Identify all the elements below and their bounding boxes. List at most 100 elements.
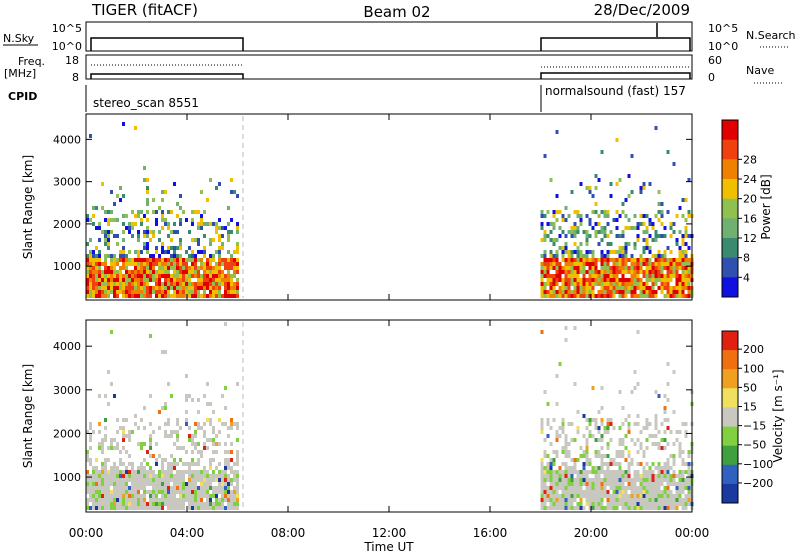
scatter-cell <box>672 286 676 290</box>
scatter-cell <box>570 486 574 490</box>
scatter-cell <box>104 238 107 242</box>
scatter-cell <box>678 286 682 290</box>
scatter-cell <box>642 250 646 254</box>
scatter-cell <box>681 274 685 278</box>
scatter-cell <box>603 290 607 294</box>
scatter-cell <box>104 210 107 214</box>
scatter-cell <box>657 210 661 214</box>
scatter-cell <box>170 286 173 290</box>
scatter-cell <box>603 294 607 298</box>
scatter-cell <box>657 250 661 254</box>
scatter-cell <box>585 242 589 246</box>
scatter-cell <box>645 226 649 230</box>
scatter-cell <box>642 246 646 250</box>
scatter-cell <box>86 274 89 278</box>
scatter-cell <box>143 490 146 494</box>
scatter-cell <box>110 446 113 450</box>
scatter-cell <box>660 258 664 262</box>
scatter-cell <box>98 494 101 498</box>
scatter-cell <box>648 270 652 274</box>
scatter-cell <box>134 498 137 502</box>
scatter-cell <box>182 494 185 498</box>
scatter-cell <box>546 274 550 278</box>
scatter-cell <box>636 382 640 386</box>
scatter-cell <box>116 294 119 298</box>
scatter-cell <box>125 214 128 218</box>
scatter-cell <box>576 262 580 266</box>
scatter-cell <box>98 470 101 474</box>
scatter-cell <box>122 286 125 290</box>
scatter-cell <box>152 290 155 294</box>
scatter-cell <box>149 262 152 266</box>
scatter-cell <box>107 294 110 298</box>
scatter-cell <box>606 290 610 294</box>
scatter-cell <box>191 490 194 494</box>
scatter-cell <box>140 442 143 446</box>
scatter-cell <box>89 506 92 510</box>
scatter-cell <box>594 266 598 270</box>
scatter-cell <box>549 462 553 466</box>
scatter-cell <box>125 482 128 486</box>
scatter-cell <box>194 446 197 450</box>
scatter-cell <box>546 486 550 490</box>
scatter-cell <box>654 478 658 482</box>
scatter-cell <box>612 426 616 430</box>
scatter-cell <box>155 474 158 478</box>
scatter-cell <box>570 230 574 234</box>
scatter-cell <box>95 474 98 478</box>
scatter-cell <box>543 266 547 270</box>
scatter-cell <box>128 274 131 278</box>
scatter-cell <box>630 502 634 506</box>
scatter-cell <box>167 282 170 286</box>
scatter-cell <box>236 498 239 502</box>
scatter-cell <box>230 178 233 182</box>
scatter-cell <box>161 482 164 486</box>
scatter-cell <box>687 466 691 470</box>
scatter-cell <box>152 486 155 490</box>
scatter-cell <box>203 270 206 274</box>
scatter-cell <box>663 226 667 230</box>
scatter-cell <box>654 294 658 298</box>
scatter-cell <box>122 282 125 286</box>
scatter-cell <box>630 190 634 194</box>
scatter-cell <box>669 498 673 502</box>
scatter-cell <box>146 234 149 238</box>
scatter-cell <box>200 250 203 254</box>
scatter-cell <box>642 470 646 474</box>
scatter-cell <box>654 270 658 274</box>
scatter-cell <box>89 282 92 286</box>
scatter-cell <box>657 278 661 282</box>
scatter-cell <box>627 422 631 426</box>
scatter-cell <box>597 282 601 286</box>
scatter-cell <box>155 498 158 502</box>
scatter-cell <box>639 282 643 286</box>
scatter-cell <box>218 258 221 262</box>
scatter-cell <box>666 490 670 494</box>
scatter-cell <box>209 282 212 286</box>
scatter-cell <box>128 430 131 434</box>
scatter-cell <box>221 274 224 278</box>
scatter-cell <box>600 458 604 462</box>
scatter-cell <box>137 466 140 470</box>
scatter-cell <box>657 262 661 266</box>
scatter-cell <box>627 174 631 178</box>
scatter-cell <box>113 282 116 286</box>
scatter-cell <box>209 502 212 506</box>
scatter-cell <box>666 494 670 498</box>
scatter-cell <box>197 266 200 270</box>
scatter-cell <box>612 462 616 466</box>
scatter-cell <box>206 278 209 282</box>
scatter-cell <box>633 294 637 298</box>
scatter-cell <box>672 370 676 374</box>
scatter-cell <box>215 450 218 454</box>
scatter-cell <box>618 286 622 290</box>
scatter-cell <box>170 246 173 250</box>
scatter-cell <box>116 466 119 470</box>
scatter-cell <box>567 506 571 510</box>
scatter-cell <box>194 422 197 426</box>
scatter-cell <box>215 442 218 446</box>
scatter-cell <box>663 394 667 398</box>
scatter-cell <box>119 462 122 466</box>
scatter-cell <box>116 234 119 238</box>
scatter-cell <box>600 470 604 474</box>
